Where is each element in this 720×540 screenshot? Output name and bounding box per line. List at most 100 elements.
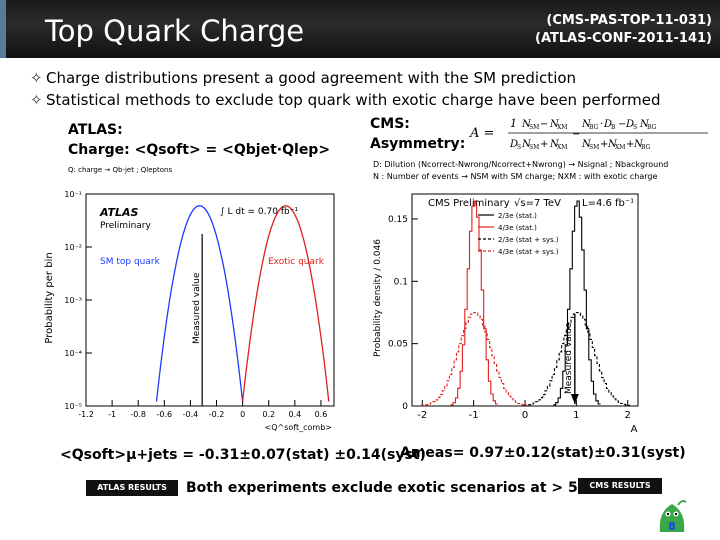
atlas-x-tick-label: -0.8 [130, 410, 146, 419]
svg-text:D: D [603, 119, 612, 130]
atlas-plot-title: ATLAS [99, 206, 138, 219]
cms-reference: (CMS-PAS-TOP-11-031) [546, 13, 712, 28]
svg-text:−: − [572, 129, 580, 140]
atlas-results-badge: ATLAS RESULTS [86, 480, 178, 496]
svg-text:N: N [581, 119, 592, 130]
cms-curve [553, 200, 601, 406]
atlas-result: <Qsoft>μ+jets = -0.31±0.07(stat) ±0.14(s… [60, 447, 426, 463]
atlas-charge-note: Q: charge → Qb-jet ; Qleptons [68, 166, 173, 174]
asymmetry-formula: A = 1 NSM − NXM DS NSM + NXM − NBG · DB … [469, 117, 708, 151]
atlas-y-tick-label: 10⁻³ [64, 296, 82, 305]
cms-results-badge: CMS RESULTS [578, 478, 662, 494]
atlas-charge-plot: 10⁻¹ 10⁻² 10⁻³ 10⁻⁴ 10⁻⁵ -1.2 -1 -0.8 -0.6 -0.4 -… [44, 190, 335, 432]
cms-plot-title: CMS Preliminary [428, 198, 510, 209]
slide-title: Top Quark Charge [45, 14, 305, 48]
svg-text:N: N [581, 139, 592, 150]
cms-y-tick-label: 0.1 [394, 277, 408, 287]
atlas-exotic-label: Exotic quark [268, 257, 325, 267]
atlas-plot-subtitle: Preliminary [100, 221, 151, 231]
atlas-y-tick-label: 10⁻² [64, 243, 82, 252]
svg-text:−: − [540, 119, 548, 130]
svg-text:N: N [549, 139, 560, 150]
cms-y-axis-label: Probability density / 0.046 [373, 239, 383, 357]
svg-text:N: N [633, 139, 644, 150]
cms-note-dilution: D: Dilution (Ncorrect-Nwrong/Ncorrect+Nw… [373, 160, 669, 169]
atlas-y-axis-label: Probability per bin [44, 252, 55, 343]
cms-label: CMS: [370, 116, 410, 132]
cms-energy: √s=7 TeV [514, 198, 561, 209]
svg-text:+: + [626, 139, 634, 150]
cms-x-tick-label: 1 [573, 410, 579, 421]
cms-y-tick-label: 0 [402, 402, 408, 412]
atlas-curve-exotic [241, 205, 330, 402]
atlas-lumi: ∫ L dt = 0.70 fb⁻¹ [220, 207, 298, 217]
cms-curve [523, 311, 631, 406]
atlas-heading: ATLAS: Charge: <Qsoft> = <Qbjet·Qlep> [68, 120, 330, 160]
cms-heading: CMS: Asymmetry: [370, 114, 465, 154]
svg-text:+: + [540, 139, 548, 150]
cms-x-tick-label: -2 [417, 410, 427, 421]
page-number: 8 [668, 520, 676, 533]
svg-text:B: B [611, 124, 616, 131]
svg-text:SM: SM [529, 144, 539, 151]
title-accent [0, 0, 6, 58]
bullet-item: ✧ Statistical methods to exclude top quar… [30, 91, 661, 109]
svg-text:−: − [618, 119, 626, 130]
diamond-bullet-icon: ✧ [30, 69, 43, 87]
svg-text:XM: XM [557, 124, 567, 131]
svg-text:+: + [600, 139, 608, 150]
cms-y-tick-label: 0.05 [388, 340, 408, 350]
atlas-x-tick-label: -0.2 [209, 410, 225, 419]
svg-text:·: · [600, 119, 603, 130]
svg-text:D: D [625, 119, 634, 130]
atlas-plot-frame [85, 193, 335, 407]
cms-asymmetry-label: Asymmetry: [370, 136, 466, 152]
atlas-label: ATLAS: [68, 122, 123, 138]
atlas-x-tick-label: 0.2 [262, 410, 275, 419]
atlas-y-tick-label: 10⁻¹ [64, 190, 82, 199]
cms-legend-entry: 4/3e (stat.) [498, 224, 537, 232]
cms-y-tick-label: 0.15 [388, 215, 408, 225]
cms-lumi: L=4.6 fb⁻¹ [582, 198, 634, 209]
cms-legend-entry: 2/3e (stat + sys.) [498, 236, 559, 244]
svg-text:BG: BG [589, 124, 599, 131]
atlas-measured-label: Measured value [192, 272, 202, 344]
atlas-curve-sm [155, 205, 244, 402]
cms-x-tick-label: 2 [625, 410, 631, 421]
cms-legend: 2/3e (stat.) 4/3e (stat.) 2/3e (stat + sys… [478, 212, 559, 256]
cms-x-tick-label: 0 [522, 410, 528, 421]
cms-measured-arrow-icon [570, 394, 579, 404]
references: (CMS-PAS-TOP-11-031) (ATLAS-CONF-2011-14… [535, 12, 712, 48]
atlas-x-tick-label: 0 [240, 410, 245, 419]
svg-text:S: S [633, 124, 637, 131]
atlas-x-tick-label: -1 [108, 410, 116, 419]
atlas-x-tick-label: 0.6 [315, 410, 328, 419]
svg-text:N: N [549, 119, 560, 130]
formula-lhs: A = [469, 126, 494, 141]
svg-text:XM: XM [615, 144, 625, 151]
cms-curve [450, 200, 498, 406]
svg-text:BG: BG [641, 144, 651, 151]
atlas-x-tick-label: 0.4 [288, 410, 301, 419]
cms-notes: D: Dilution (Ncorrect-Nwrong/Ncorrect+Nw… [373, 159, 668, 183]
atlas-x-tick-label: -0.6 [157, 410, 173, 419]
cms-measured-label: Measured value [564, 322, 574, 394]
svg-text:SM: SM [589, 144, 599, 151]
conclusion-text: Both experiments exclude exotic scenario… [186, 480, 589, 496]
bullet-item: ✧ Charge distributions present a good agr… [30, 69, 577, 87]
svg-text:N: N [521, 119, 532, 130]
cms-legend-entry: 4/3e (stat + sys.) [498, 248, 559, 256]
bullet-list: ✧ Charge distributions present a good agr… [30, 67, 660, 111]
atlas-x-tick-label: -1.2 [78, 410, 94, 419]
atlas-x-axis-label: <Q^soft_comb> [265, 423, 332, 432]
svg-text:1: 1 [510, 117, 517, 130]
svg-text:N: N [521, 139, 532, 150]
cms-note-events: N : Number of events → NSM with SM charg… [373, 172, 658, 181]
svg-text:N: N [639, 119, 650, 130]
atlas-reference: (ATLAS-CONF-2011-141) [535, 31, 712, 46]
svg-text:XM: XM [557, 144, 567, 151]
cms-curve [421, 311, 528, 406]
atlas-y-tick-label: 10⁻⁵ [64, 402, 82, 411]
diamond-bullet-icon: ✧ [30, 91, 43, 109]
atlas-charge-label: Charge: <Qsoft> = <Qbjet·Qlep> [68, 142, 331, 158]
